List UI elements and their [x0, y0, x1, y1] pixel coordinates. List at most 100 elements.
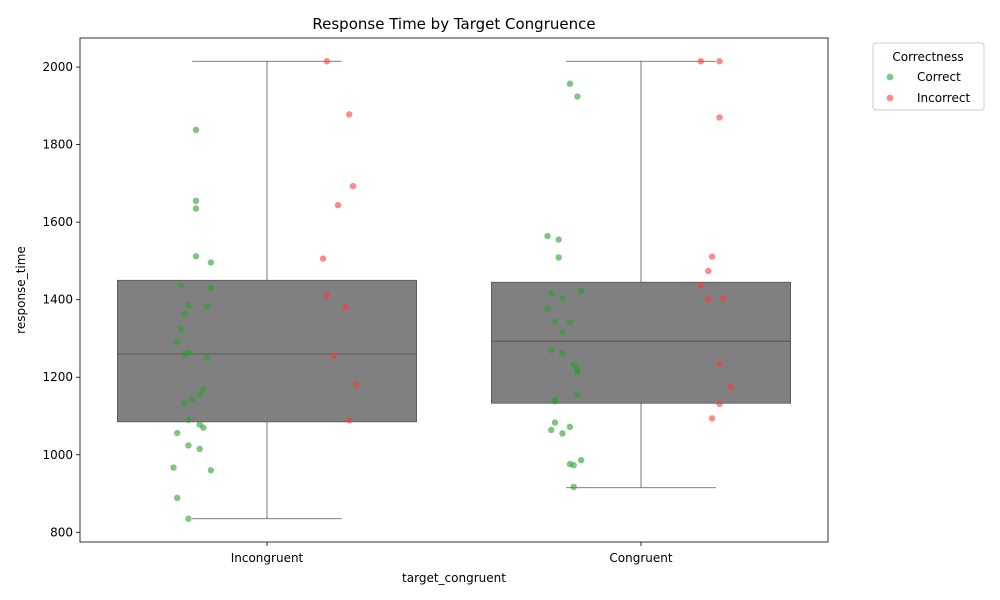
point-correct — [192, 197, 200, 205]
legend-title: Correctness — [892, 50, 963, 64]
point-correct — [189, 396, 196, 403]
point-incorrect — [716, 114, 723, 121]
point-correct — [203, 303, 211, 310]
point-correct — [551, 419, 559, 426]
point-correct — [559, 294, 566, 302]
point-correct — [551, 398, 559, 405]
point-correct — [574, 93, 581, 100]
point-incorrect — [705, 267, 712, 275]
point-correct — [207, 259, 215, 266]
box-congruent — [490, 281, 792, 404]
point-correct — [574, 391, 581, 398]
x-axis: Incongruent Congruent — [231, 542, 673, 565]
point-correct — [559, 349, 566, 357]
point-correct — [574, 368, 581, 376]
point-correct — [570, 462, 577, 469]
point-incorrect — [323, 58, 331, 65]
point-correct — [555, 236, 562, 243]
point-incorrect — [697, 58, 705, 65]
point-incorrect — [346, 417, 353, 424]
point-correct — [196, 390, 203, 398]
point-correct — [207, 284, 215, 292]
point-correct — [548, 346, 555, 354]
point-correct — [548, 290, 555, 297]
point-incorrect — [720, 294, 727, 302]
point-correct — [559, 328, 566, 336]
point-incorrect — [697, 282, 705, 289]
point-correct — [174, 338, 181, 346]
box-layer — [117, 60, 792, 520]
point-correct — [192, 126, 200, 134]
point-correct — [181, 350, 188, 358]
legend-label-incorrect: Incorrect — [917, 91, 970, 105]
point-correct — [181, 310, 188, 317]
point-correct — [566, 423, 574, 431]
point-incorrect — [716, 400, 723, 408]
point-correct — [177, 282, 185, 289]
y-tick-label: 1800 — [42, 138, 73, 152]
point-incorrect — [342, 303, 349, 311]
point-correct — [551, 318, 559, 325]
point-incorrect — [716, 360, 723, 367]
box-incongruent — [117, 279, 418, 423]
point-correct — [185, 515, 192, 522]
y-tick-label: 1400 — [42, 293, 73, 307]
point-correct — [200, 386, 207, 393]
point-correct — [192, 253, 200, 260]
point-correct — [544, 305, 551, 312]
point-correct — [200, 424, 207, 431]
legend-label-correct: Correct — [917, 70, 961, 84]
point-correct — [192, 205, 200, 212]
legend-marker-incorrect — [886, 94, 894, 102]
point-incorrect — [331, 352, 338, 360]
point-incorrect — [353, 381, 360, 388]
point-correct — [174, 429, 181, 437]
point-correct — [185, 442, 192, 449]
y-axis: 800 1000 1200 1400 1600 1800 2000 — [42, 60, 80, 539]
point-incorrect — [323, 292, 331, 299]
point-correct — [577, 287, 585, 294]
y-axis-label: response_time — [14, 246, 28, 334]
point-correct — [185, 302, 192, 309]
point-correct — [566, 318, 574, 326]
point-incorrect — [334, 201, 342, 209]
point-correct — [185, 416, 192, 424]
y-tick-label: 800 — [50, 525, 73, 539]
legend-marker-correct — [886, 73, 894, 81]
point-correct — [555, 254, 562, 261]
point-correct — [577, 456, 585, 464]
point-incorrect — [708, 415, 716, 422]
point-correct — [570, 483, 577, 491]
points-layer — [170, 58, 734, 522]
point-correct — [566, 80, 574, 87]
legend: Correctness Correct Incorrect — [872, 42, 985, 111]
chart-title: Response Time by Target Congruence — [312, 15, 595, 33]
point-correct — [170, 464, 177, 471]
point-incorrect — [727, 383, 734, 391]
point-correct — [570, 361, 577, 368]
x-tick-label: Incongruent — [231, 551, 304, 565]
point-incorrect — [705, 296, 712, 303]
point-correct — [181, 400, 188, 407]
y-tick-label: 1200 — [42, 370, 73, 384]
point-correct — [174, 494, 181, 502]
point-correct — [559, 430, 566, 437]
x-axis-label: target_congruent — [402, 571, 506, 585]
legend-frame — [872, 42, 985, 111]
point-incorrect — [716, 58, 723, 65]
y-tick-label: 2000 — [42, 60, 73, 74]
point-correct — [548, 426, 555, 434]
point-incorrect — [346, 111, 353, 118]
point-incorrect — [349, 182, 357, 190]
y-tick-label: 1600 — [42, 215, 73, 229]
point-incorrect — [319, 255, 327, 262]
point-correct — [196, 445, 203, 453]
plot-area-frame — [79, 37, 829, 543]
point-correct — [544, 232, 551, 240]
point-correct — [203, 354, 211, 361]
point-incorrect — [708, 253, 716, 260]
x-tick-label: Congruent — [609, 551, 672, 565]
point-correct — [177, 326, 185, 333]
y-tick-label: 1000 — [42, 448, 73, 462]
